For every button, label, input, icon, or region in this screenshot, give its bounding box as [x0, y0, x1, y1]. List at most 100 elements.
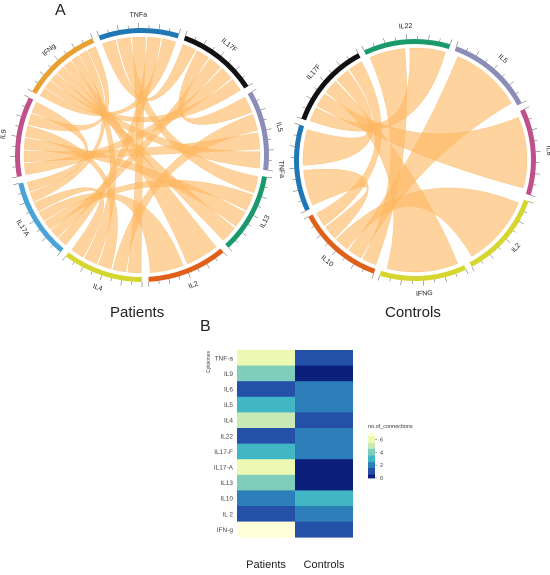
sector-arc-il13	[225, 176, 268, 248]
sector-arc-il6	[520, 108, 536, 196]
sector-tick	[445, 277, 447, 283]
sector-tick	[524, 211, 528, 214]
sector-label-il22: IL22	[399, 23, 413, 31]
sector-label-il5: IL5	[274, 122, 283, 133]
sector-tick	[36, 229, 40, 232]
colorbar-segment	[368, 475, 375, 478]
sector-tick	[11, 135, 17, 137]
sector-tick	[261, 196, 267, 199]
sector-tick	[268, 170, 274, 172]
patients-chord-diagram: TNFa IL17F IL5 IL13 IL2 IL4 IL17A IL9 IFNg	[0, 12, 283, 293]
heatmap-cell-il17-a-patients	[237, 459, 295, 476]
sector-tick	[206, 264, 210, 269]
colorbar-segment	[368, 473, 375, 476]
sector-tick	[521, 100, 527, 104]
sector-tick	[455, 273, 458, 277]
sector-label-il4: IL4	[92, 283, 104, 293]
chord-link-il5-il4	[112, 113, 258, 273]
sector-tick	[332, 251, 336, 256]
sector-tick	[15, 125, 19, 127]
colorbar-segment	[368, 467, 375, 470]
sector-tick	[298, 200, 302, 203]
sector-tick	[450, 39, 453, 45]
sector-tick	[350, 264, 354, 269]
colorbar-segment	[368, 446, 375, 449]
sector-tnfa: TNFa	[277, 122, 310, 214]
sector-tick	[267, 176, 273, 179]
colorbar-segment	[368, 464, 375, 467]
sector-tick	[355, 48, 359, 54]
sector-arc-il10	[308, 214, 376, 274]
sector-tick	[24, 94, 29, 98]
sector-tick	[253, 215, 259, 219]
heatmap-row-axis-title: Cytokines	[206, 351, 212, 373]
sector-tick	[228, 247, 233, 252]
heatmap-cell-il4-patients	[237, 412, 295, 429]
sector-tick	[256, 99, 260, 101]
sector-label-il2: IL2	[511, 242, 523, 254]
sector-arc-il5	[247, 91, 270, 171]
sector-il2: IL2	[148, 248, 228, 291]
sector-il4: IL4	[62, 252, 143, 293]
sector-tick	[13, 183, 19, 185]
sector-il5: IL5	[454, 41, 527, 106]
sector-il2: IL2	[469, 199, 534, 272]
colorbar-segment	[368, 440, 375, 443]
sector-tick	[72, 262, 75, 265]
sector-tick	[266, 128, 272, 130]
heatmap-cell-il17-f-controls	[295, 443, 353, 460]
sector-tick	[466, 47, 469, 51]
chord-link-il17f-il9	[24, 67, 232, 176]
sector-tick	[346, 56, 349, 59]
colorbar-segment	[368, 449, 375, 452]
heatmap-cell-ifn-g-patients	[237, 521, 295, 538]
sector-tick	[168, 27, 171, 32]
sector-arc-il17a	[18, 182, 64, 253]
sector-tick	[251, 88, 257, 92]
heatmap-cell-ifn-g-controls	[295, 521, 353, 538]
sector-tick	[400, 280, 402, 286]
panel-a-label: A	[55, 2, 66, 19]
sector-tick	[258, 206, 261, 208]
heatmap-cell-il10-patients	[237, 490, 295, 507]
heatmap-cell-il22-controls	[295, 428, 353, 444]
sector-tick	[107, 29, 109, 33]
heatmap-cell-il9-patients	[237, 365, 295, 382]
sector-tick	[56, 252, 61, 257]
sector-tick	[314, 87, 317, 90]
patients-chord-caption: Patients	[110, 304, 165, 321]
colorbar-segment	[368, 457, 375, 460]
chord-link-il9-ifng	[27, 46, 110, 132]
heatmap-cell-il-2-patients	[237, 506, 295, 522]
sector-label-il17f: IL17F	[220, 37, 238, 54]
colorbar-segment	[368, 474, 375, 477]
sector-tick	[178, 28, 181, 34]
heatmap-cell-il4-controls	[295, 412, 353, 429]
sector-label-il17a: IL17A	[15, 219, 31, 239]
sector-tick	[90, 271, 93, 275]
sector-tick	[329, 70, 332, 73]
colorbar-segment	[368, 445, 375, 447]
sector-tick	[29, 221, 34, 225]
colorbar-segment	[368, 452, 375, 454]
colorbar-segment	[368, 435, 375, 437]
sector-tick	[306, 95, 311, 99]
sector-tick	[316, 235, 321, 239]
panel-b-label: B	[200, 318, 211, 335]
sector-tick	[485, 59, 488, 62]
sector-label-il13: IL13	[259, 214, 272, 229]
sector-tick	[168, 279, 171, 285]
chord-ribbons	[23, 36, 261, 274]
sector-tick	[11, 176, 17, 179]
sector-tick	[158, 24, 161, 30]
sector-tick	[465, 269, 469, 275]
sector-tick	[389, 278, 391, 282]
sector-label-ifng: IFNg	[41, 43, 57, 58]
colorbar-tick-label: 0	[380, 476, 383, 482]
chord-link-tnfa-ifng	[39, 38, 176, 117]
chord-link-il5-ifng	[50, 73, 261, 169]
sector-tick	[50, 245, 53, 248]
sector-arc-il2	[469, 199, 529, 267]
colorbar-segment	[368, 433, 375, 435]
